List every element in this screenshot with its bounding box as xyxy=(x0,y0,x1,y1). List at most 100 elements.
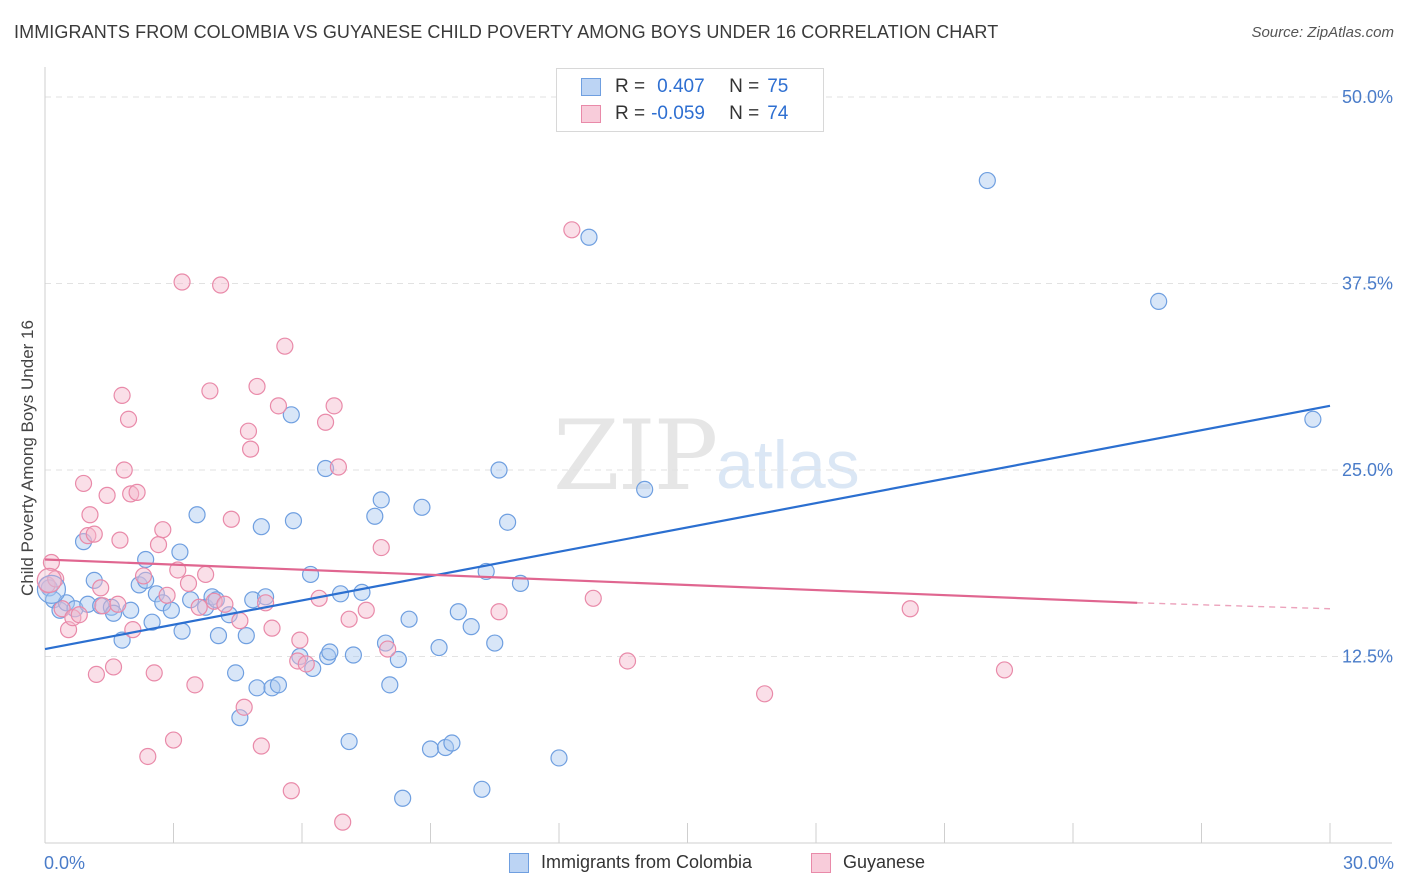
guyanese-point xyxy=(109,595,127,613)
guyanese-point xyxy=(81,506,99,524)
guyanese-point xyxy=(98,486,116,504)
colombia-point xyxy=(248,679,266,697)
guyanese-point xyxy=(104,658,123,676)
guyanese-point xyxy=(235,698,253,716)
guyanese-point xyxy=(212,276,230,294)
guyanese-point xyxy=(372,538,390,557)
guyanese-point xyxy=(379,640,397,658)
y-tick-label: 37.5% xyxy=(1342,274,1393,294)
bottom-legend-swatch-colombia xyxy=(509,852,529,873)
guyanese-point xyxy=(901,600,919,618)
colombia-point xyxy=(550,749,568,767)
bottom-legend-label-guyanese: Guyanese xyxy=(843,852,926,872)
guyanese-point xyxy=(231,612,249,630)
guyanese-point xyxy=(122,485,140,503)
guyanese-point xyxy=(79,527,97,545)
guyanese-point xyxy=(297,655,315,673)
guyanese-point xyxy=(197,565,215,584)
guyanese-point xyxy=(282,782,300,800)
guyanese-point xyxy=(70,606,88,624)
guyanese-point xyxy=(334,813,352,831)
legend-row-guyanese: R = -0.059 N = 74 xyxy=(581,102,788,126)
guyanese-point xyxy=(134,567,153,585)
watermark-zip: ZIP xyxy=(553,400,718,512)
guyanese-point xyxy=(325,397,343,415)
guyanese-point xyxy=(113,386,131,404)
guyanese-point xyxy=(190,598,208,616)
x-tick-label: 30.0% xyxy=(1343,853,1394,873)
colombia-point xyxy=(316,459,335,478)
source-label: Source: ZipAtlas.com xyxy=(1251,24,1394,41)
colombia-point xyxy=(473,780,491,798)
guyanese-point xyxy=(201,382,219,400)
colombia-point xyxy=(282,406,300,424)
guyanese-point xyxy=(154,521,172,539)
legend-r-label: R = xyxy=(615,103,646,124)
legend-n-value: 74 xyxy=(767,103,789,124)
colombia-point xyxy=(430,638,448,657)
guyanese-point xyxy=(252,737,270,755)
colombia-point xyxy=(319,647,337,666)
guyanese-point xyxy=(239,422,258,440)
guyanese-point xyxy=(618,652,637,670)
watermark-atlas: atlas xyxy=(716,427,860,503)
bottom-legend-guyanese: Guyanese xyxy=(811,852,925,873)
y-tick-label: 25.0% xyxy=(1342,460,1393,480)
guyanese-point xyxy=(263,619,281,637)
colombia-point xyxy=(443,734,461,752)
colombia-point xyxy=(36,574,67,604)
colombia-point xyxy=(372,491,390,509)
colombia-point xyxy=(477,562,495,581)
guyanese-point xyxy=(248,377,266,396)
guyanese-point xyxy=(563,221,581,239)
colombia-point xyxy=(256,588,275,606)
guyanese-point xyxy=(340,610,358,628)
legend-r-value: 0.407 xyxy=(657,76,705,97)
colombia-point xyxy=(344,646,362,664)
colombia-point xyxy=(162,601,180,619)
bottom-legend-label-colombia: Immigrants from Colombia xyxy=(541,852,753,872)
legend-n-label: N = xyxy=(729,103,760,124)
colombia-point xyxy=(636,480,654,498)
guyanese-trend-line xyxy=(44,558,1138,604)
legend-r-value: -0.059 xyxy=(651,103,705,124)
guyanese-point xyxy=(38,576,56,594)
guyanese-point xyxy=(269,397,288,415)
colombia-point xyxy=(269,676,288,694)
guyanese-point xyxy=(755,685,774,703)
colombia-point xyxy=(490,461,508,479)
chart-title: IMMIGRANTS FROM COLOMBIA VS GUYANESE CHI… xyxy=(14,22,999,42)
bottom-legend-swatch-guyanese xyxy=(811,852,831,873)
colombia-point xyxy=(580,228,598,246)
colombia-point xyxy=(188,506,206,524)
colombia-point xyxy=(252,518,270,536)
guyanese-point xyxy=(164,731,183,749)
colombia-point xyxy=(499,513,517,531)
guyanese-point xyxy=(222,510,240,528)
colombia-point xyxy=(421,740,440,758)
colombia-point xyxy=(449,603,467,621)
guyanese-point xyxy=(186,676,204,694)
guyanese-point xyxy=(145,664,163,682)
guyanese-point xyxy=(216,595,234,613)
colombia-point xyxy=(413,498,431,516)
colombia-point xyxy=(244,591,262,609)
bottom-legend-colombia: Immigrants from Colombia xyxy=(509,852,752,873)
stats-legend: R = 0.407 N = 75 R = -0.059 N = 74 xyxy=(556,68,824,132)
colombia-point xyxy=(227,664,245,682)
colombia-point xyxy=(209,627,228,645)
colombia-point xyxy=(137,571,155,590)
legend-n-value: 75 xyxy=(767,76,789,97)
colombia-point xyxy=(486,634,504,652)
guyanese-point xyxy=(94,597,112,615)
guyanese-point xyxy=(291,631,309,649)
guyanese-point xyxy=(36,567,62,594)
guyanese-point xyxy=(139,747,157,766)
colombia-point xyxy=(137,550,155,569)
colombia-point xyxy=(1150,292,1168,311)
colombia-point xyxy=(143,613,161,631)
colombia-point xyxy=(173,622,191,640)
guyanese-point xyxy=(92,579,110,597)
colombia-point xyxy=(147,585,165,603)
legend-r-label: R = xyxy=(615,76,646,97)
